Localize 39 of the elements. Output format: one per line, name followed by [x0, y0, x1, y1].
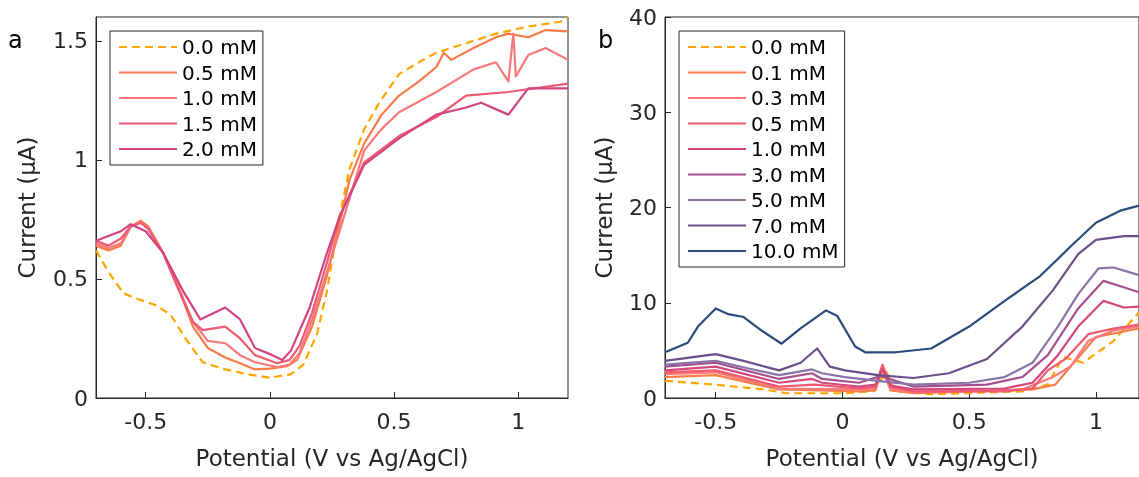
legend-label: 2.0 mM	[182, 137, 257, 161]
y-tick-label: 0	[643, 385, 657, 411]
legend-label: 1.0 mM	[182, 86, 257, 110]
text: b	[598, 26, 614, 54]
y-tick-label: 0	[74, 385, 88, 411]
y-tick-label: 0.5	[53, 266, 88, 292]
line-series	[663, 299, 1139, 391]
y-tick-label: 10	[629, 290, 657, 316]
legend-label: 3.0 mM	[751, 162, 826, 187]
y-tick-label: 30	[629, 99, 657, 125]
legend-label: 0.0 mM	[751, 35, 826, 59]
legend-label: 1.5 mM	[182, 111, 257, 136]
x-tick-label: 0.5	[951, 408, 987, 434]
y-axis-title: Current (μA)	[590, 136, 617, 279]
legend-label: 0.0 mM	[182, 35, 257, 59]
line-series	[663, 234, 1139, 380]
y-tick-label: 1.5	[53, 28, 88, 54]
legend-label: 7.0 mM	[751, 213, 826, 238]
legend-label: 0.5 mM	[182, 60, 257, 85]
legend-label: 0.1 mM	[751, 60, 826, 85]
legend-label: 0.5 mM	[751, 111, 826, 136]
x-tick-label: -0.5	[694, 408, 738, 434]
x-tick-label: 1	[1088, 408, 1103, 434]
x-tick-label: -0.5	[124, 408, 168, 434]
legend-label: 5.0 mM	[751, 188, 826, 212]
x-tick-label: 0	[262, 408, 277, 434]
y-tick-label: 1	[74, 147, 88, 173]
y-tick-label: 20	[629, 195, 657, 220]
y-axis-title: Current (μA)	[13, 136, 40, 279]
legend-label: 10.0 mM	[751, 239, 839, 263]
x-axis-title: Potential (V vs Ag/AgCl)	[765, 444, 1039, 471]
legend-label: 1.0 mM	[751, 137, 826, 161]
y-tick-label: 40	[629, 4, 657, 30]
x-axis-title: Potential (V vs Ag/AgCl)	[195, 444, 469, 471]
x-tick-label: 0	[835, 408, 850, 434]
text: a	[8, 26, 23, 54]
legend-label: 0.3 mM	[751, 86, 826, 110]
x-tick-label: 1	[511, 408, 526, 434]
x-tick-label: 0.5	[376, 408, 412, 434]
